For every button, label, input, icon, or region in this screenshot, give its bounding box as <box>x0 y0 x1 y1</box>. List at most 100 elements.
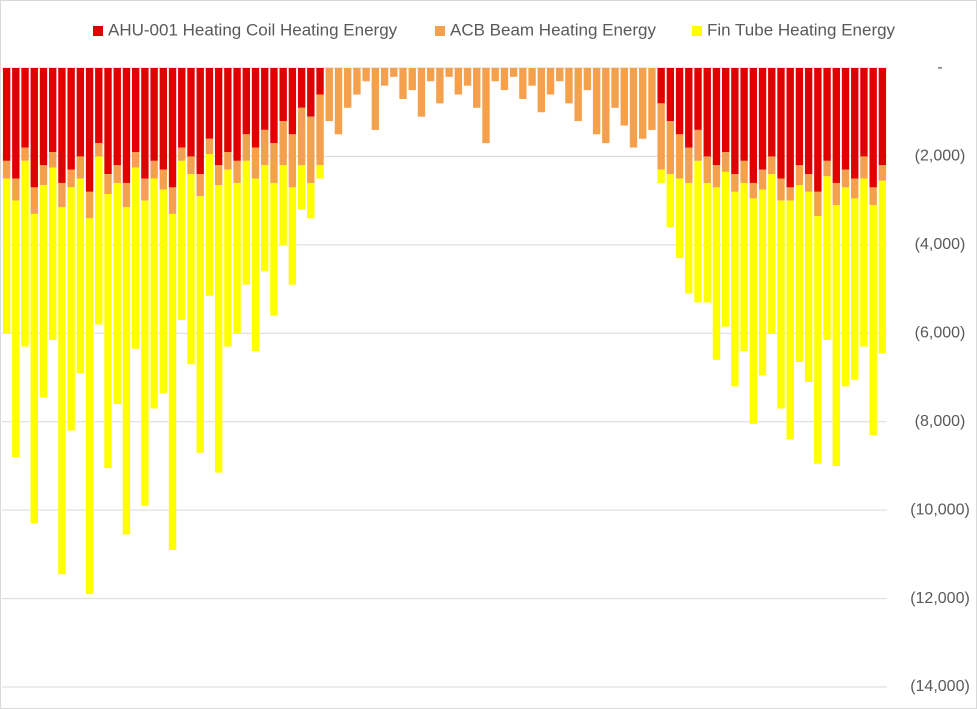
bar-segment <box>712 165 721 188</box>
bar-segment <box>58 207 66 575</box>
bar-segment <box>67 187 75 431</box>
bar-segment <box>67 169 75 188</box>
bar-segment <box>851 198 859 380</box>
bar-segment <box>878 68 887 166</box>
bar-segment <box>205 138 214 155</box>
bar-segment <box>768 68 776 157</box>
bar-segment <box>648 68 656 130</box>
bar-segment <box>205 68 214 139</box>
bar-segment <box>832 205 840 466</box>
bar-segment <box>878 180 887 354</box>
bar-segment <box>666 121 675 175</box>
bar-segment <box>178 160 186 321</box>
bar-segment <box>233 182 241 334</box>
bar-segment <box>196 196 204 453</box>
bar-segment <box>740 160 748 183</box>
legend-label: Fin Tube Heating Energy <box>707 20 896 39</box>
bar-segment <box>270 68 278 144</box>
bar-segment <box>436 68 444 104</box>
bar-segment <box>777 200 785 409</box>
legend-swatch <box>692 26 702 36</box>
bar-segment <box>860 156 868 179</box>
bar-segment <box>777 178 785 201</box>
bar-segment <box>509 68 518 77</box>
bar-segment <box>574 68 582 122</box>
bar-segment <box>316 165 324 179</box>
bar-segment <box>749 198 758 424</box>
bar-segment <box>657 169 665 183</box>
bar-segment <box>233 68 241 161</box>
bar-segment <box>187 68 195 157</box>
bar-segment <box>261 129 269 166</box>
bar-segment <box>150 178 158 409</box>
legend-swatch <box>93 26 103 36</box>
bar-segment <box>823 176 831 340</box>
bar-segment <box>21 147 29 161</box>
bar-segment <box>731 191 739 387</box>
bar-segment <box>703 156 711 183</box>
bar-segment <box>178 68 186 148</box>
bar-segment <box>325 68 333 122</box>
bar-segment <box>666 174 675 228</box>
bar-segment <box>657 103 665 170</box>
bar-segment <box>122 68 131 183</box>
bar-segment <box>814 191 822 217</box>
bar-segment <box>12 200 20 458</box>
bar-segment <box>639 68 647 139</box>
bar-segment <box>519 68 527 99</box>
y-tick-label: (14,000) <box>910 678 970 695</box>
bar-segment <box>362 68 370 82</box>
bar-segment <box>21 160 29 347</box>
legend-label: AHU-001 Heating Coil Heating Energy <box>108 20 398 39</box>
bar-segment <box>279 165 287 245</box>
bar-segment <box>39 165 48 186</box>
bar-segment <box>703 182 711 303</box>
bar-segment <box>675 134 684 179</box>
bar-segment <box>205 154 214 296</box>
bar-segment <box>832 68 840 183</box>
bar-segment <box>786 187 794 201</box>
bar-segment <box>261 68 269 130</box>
bar-segment <box>85 218 94 595</box>
bar-segment <box>196 68 204 175</box>
bar-segment <box>270 182 278 316</box>
bar-segment <box>795 165 804 186</box>
bar-segment <box>279 121 287 166</box>
bar-segment <box>611 68 619 108</box>
bar-segment <box>721 68 730 153</box>
bar-segment <box>76 178 85 374</box>
bar-segment <box>131 68 140 153</box>
bar-segment <box>288 68 297 135</box>
bar-segment <box>445 68 453 77</box>
bar-segment <box>307 68 315 117</box>
bar-segment <box>168 68 177 188</box>
bar-segment <box>786 200 794 440</box>
bar-segment <box>408 68 416 91</box>
bar-segment <box>85 191 94 219</box>
bar-segment <box>104 68 112 175</box>
bar-segment <box>740 68 748 161</box>
bar-segment <box>39 185 48 398</box>
bar-segment <box>104 174 112 195</box>
bar-segment <box>795 185 804 363</box>
bar-segment <box>297 107 306 166</box>
bar-segment <box>95 68 103 144</box>
bar-segment <box>270 143 278 183</box>
bar-segment <box>187 156 195 175</box>
bar-segment <box>49 68 57 153</box>
bar-segment <box>49 152 57 168</box>
bar-segment <box>307 182 315 219</box>
bar-segment <box>546 68 555 95</box>
bar-segment <box>565 68 573 104</box>
bar-segment <box>694 129 702 161</box>
bar-segment <box>224 152 232 170</box>
bar-segment <box>685 147 693 183</box>
bar-segment <box>666 68 675 122</box>
bar-segment <box>113 182 121 405</box>
bar-segment <box>758 68 767 170</box>
bar-segment <box>740 182 748 351</box>
bar-segment <box>2 68 11 161</box>
bar-segment <box>556 68 564 82</box>
bar-segment <box>214 68 223 166</box>
bar-segment <box>380 68 389 86</box>
